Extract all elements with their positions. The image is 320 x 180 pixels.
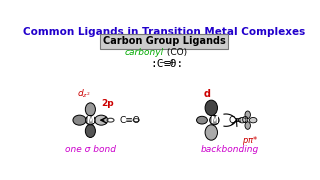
Text: C≡O: C≡O (119, 116, 140, 125)
Ellipse shape (205, 125, 218, 140)
Ellipse shape (245, 111, 251, 119)
Text: Carbon Group Ligands: Carbon Group Ligands (103, 36, 225, 46)
Ellipse shape (95, 115, 108, 125)
Text: backbonding: backbonding (201, 145, 259, 154)
Text: 2p: 2p (101, 99, 114, 108)
Text: Common Ligands in Transition Metal Complexes: Common Ligands in Transition Metal Compl… (23, 27, 305, 37)
Circle shape (86, 116, 95, 125)
Text: (CO): (CO) (164, 48, 187, 57)
Text: d: d (203, 89, 210, 99)
Ellipse shape (205, 100, 218, 116)
Ellipse shape (238, 118, 246, 123)
Text: carbonyl: carbonyl (125, 48, 164, 57)
Text: ≡O:: ≡O: (164, 59, 184, 69)
Ellipse shape (85, 124, 95, 138)
Text: $d_{z^2}$: $d_{z^2}$ (77, 88, 91, 100)
Text: M: M (211, 116, 218, 125)
Text: M: M (86, 116, 94, 125)
Ellipse shape (249, 118, 257, 123)
Text: :C: :C (150, 59, 164, 69)
Text: one σ bond: one σ bond (65, 145, 116, 154)
Text: C≡O: C≡O (228, 116, 249, 125)
Ellipse shape (85, 103, 95, 116)
Ellipse shape (196, 116, 207, 124)
Ellipse shape (245, 122, 251, 129)
Ellipse shape (73, 115, 86, 125)
Text: p$\pi$*: p$\pi$* (242, 134, 258, 147)
Text: +: + (168, 58, 175, 67)
Circle shape (210, 116, 219, 125)
Text: −: − (158, 58, 165, 67)
